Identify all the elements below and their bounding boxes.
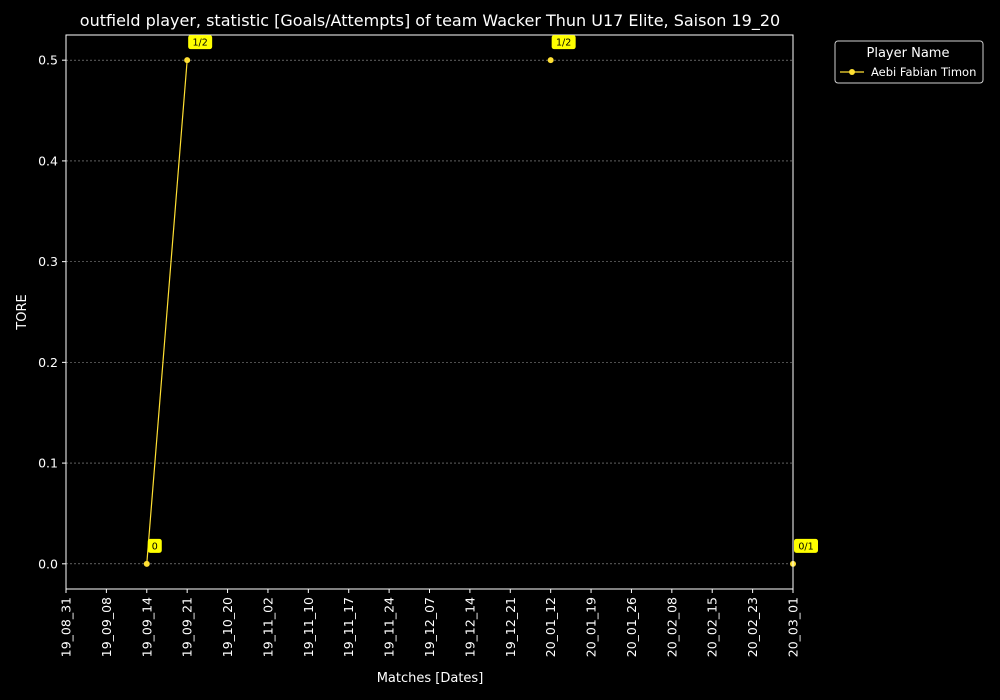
x-tick-label: 20_02_08 [664,597,679,657]
y-tick-label: 0.1 [38,456,58,471]
y-tick-label: 0.4 [38,153,58,168]
y-tick-label: 0.5 [38,53,58,68]
data-label-box [188,35,213,50]
data-labels: 0 1/2 1/2 0/1 [147,35,818,553]
data-label-box [147,538,162,553]
y-axis: 0.0 0.1 0.2 0.3 0.4 0.5 [38,53,66,571]
legend: Player Name Aebi Fabian Timon [834,40,984,84]
x-tick-label: 20_03_01 [786,597,801,657]
x-tick-label: 19_12_07 [422,597,437,657]
data-label: 1/2 [556,38,571,49]
x-tick-label: 19_08_31 [59,597,74,657]
legend-title: Player Name [867,46,950,61]
x-tick-label: 19_12_21 [503,597,518,657]
legend-marker-swatch [849,69,855,75]
x-tick-label: 19_09_14 [139,597,154,657]
data-label-box [794,538,818,553]
x-tick-label: 20_01_26 [624,597,639,657]
y-axis-title: TORE [15,294,30,330]
x-tick-label: 19_10_20 [220,597,235,657]
data-point [143,560,150,567]
x-tick-label: 19_11_24 [382,597,397,657]
data-point [547,57,554,64]
series-line-segment [146,60,188,564]
x-tick-label: 20_02_15 [705,597,720,657]
x-tick-label: 20_01_19 [584,597,599,657]
data-point [184,57,191,64]
y-tick-label: 0.2 [38,355,58,370]
x-tick-label: 19_09_08 [99,597,114,657]
x-tick-label: 19_09_21 [180,597,195,657]
x-tick-label: 19_11_02 [260,597,275,657]
chart-title: outfield player, statistic [Goals/Attemp… [80,11,780,31]
x-axis-title: Matches [Dates] [377,671,484,686]
data-label-box [551,35,576,50]
x-tick-label: 20_01_12 [543,597,558,657]
x-tick-label: 19_11_17 [341,597,356,657]
y-tick-label: 0.0 [38,556,58,571]
data-label: 0/1 [798,541,813,552]
legend-entry-label: Aebi Fabian Timon [871,65,976,79]
x-axis: 19_08_31 19_09_08 19_09_14 19_09_21 19_10_20… [59,589,801,657]
x-tick-label: 19_12_14 [462,597,477,657]
legend-box [834,40,984,84]
y-tick-label: 0.3 [38,254,58,269]
data-label: 1/2 [193,38,208,49]
x-tick-label: 20_02_23 [745,597,760,657]
data-label: 0 [152,541,158,552]
x-tick-label: 19_11_10 [301,597,316,657]
